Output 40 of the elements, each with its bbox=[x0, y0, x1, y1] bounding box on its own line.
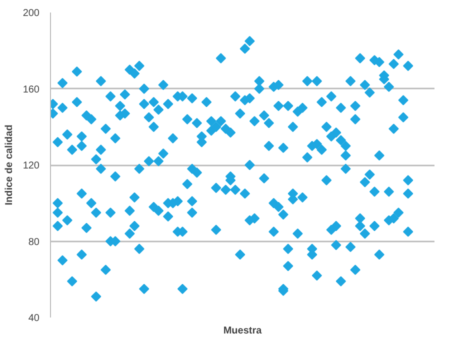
point bbox=[403, 188, 414, 199]
y-tick-label: 120 bbox=[22, 160, 40, 172]
point bbox=[336, 276, 346, 286]
point bbox=[139, 284, 150, 294]
point bbox=[76, 188, 87, 199]
y-tick-label: 80 bbox=[28, 236, 40, 248]
point bbox=[340, 164, 351, 174]
point bbox=[129, 220, 140, 232]
point bbox=[374, 250, 384, 260]
point bbox=[57, 255, 68, 266]
point bbox=[76, 250, 87, 260]
point bbox=[163, 211, 174, 222]
point bbox=[331, 240, 342, 250]
point bbox=[283, 260, 294, 272]
y-tick-label: 40 bbox=[28, 313, 40, 324]
point bbox=[52, 220, 63, 232]
point bbox=[355, 220, 366, 232]
point bbox=[211, 224, 222, 235]
point bbox=[350, 264, 360, 275]
point bbox=[268, 226, 279, 237]
y-tick-label: 160 bbox=[22, 84, 40, 96]
point bbox=[360, 228, 370, 239]
point bbox=[369, 220, 380, 232]
y-axis-title: Indice de calidad bbox=[4, 124, 15, 206]
point bbox=[240, 188, 250, 199]
x-axis-title: Muestra bbox=[223, 326, 262, 336]
point bbox=[52, 208, 63, 218]
point bbox=[124, 228, 135, 239]
point bbox=[91, 291, 102, 302]
point bbox=[388, 213, 399, 224]
point bbox=[312, 270, 322, 281]
point bbox=[187, 196, 198, 206]
point bbox=[403, 226, 414, 237]
point bbox=[187, 208, 198, 218]
point bbox=[177, 284, 188, 294]
point bbox=[244, 160, 255, 170]
point bbox=[96, 164, 106, 174]
y-tick-label: 200 bbox=[22, 8, 40, 19]
point bbox=[134, 244, 144, 254]
point bbox=[153, 206, 164, 216]
